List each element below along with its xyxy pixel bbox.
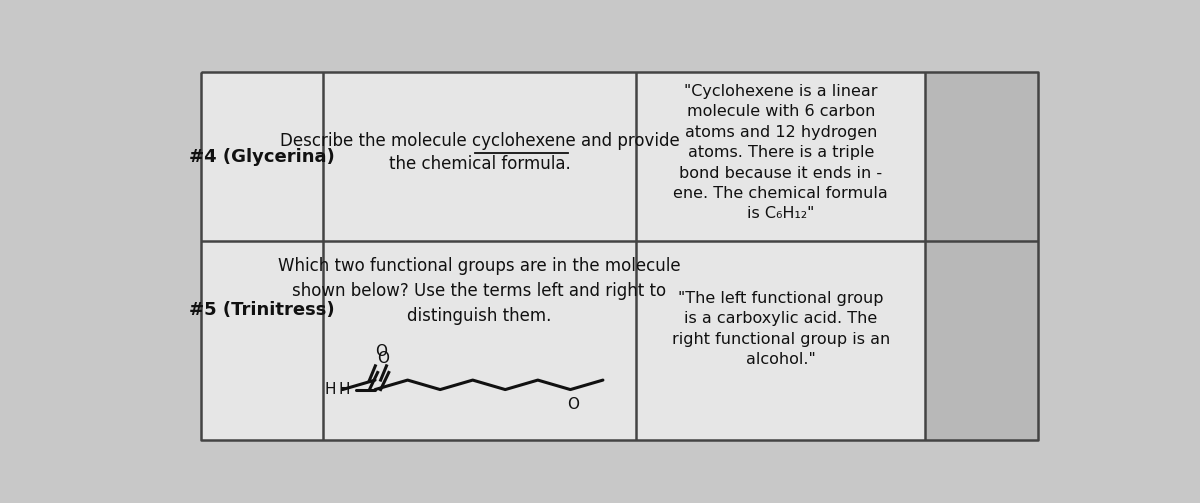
FancyBboxPatch shape (202, 241, 323, 440)
FancyBboxPatch shape (636, 72, 925, 241)
FancyBboxPatch shape (323, 241, 636, 440)
Text: Which two functional groups are in the molecule: Which two functional groups are in the m… (278, 257, 680, 275)
Text: distinguish them.: distinguish them. (407, 307, 552, 325)
FancyBboxPatch shape (925, 241, 1038, 440)
FancyBboxPatch shape (925, 72, 1038, 241)
Text: "Cyclohexene is a linear
molecule with 6 carbon
atoms and 12 hydrogen
atoms. The: "Cyclohexene is a linear molecule with 6… (673, 84, 888, 221)
Text: H: H (324, 382, 336, 397)
Text: O: O (377, 351, 389, 366)
Text: #5 (Trinitress): #5 (Trinitress) (190, 301, 335, 318)
Text: O: O (568, 396, 580, 411)
FancyBboxPatch shape (636, 241, 925, 440)
Text: the chemical formula.: the chemical formula. (389, 155, 570, 174)
Text: H: H (338, 382, 350, 397)
Text: shown below? Use the terms left and right to: shown below? Use the terms left and righ… (293, 282, 666, 300)
Text: Describe the molecule cyclohexene and provide: Describe the molecule cyclohexene and pr… (280, 132, 679, 150)
FancyBboxPatch shape (202, 72, 323, 241)
Text: "The left functional group
is a carboxylic acid. The
right functional group is a: "The left functional group is a carboxyl… (672, 291, 890, 367)
Text: O: O (374, 344, 386, 359)
Text: #4 (Glycerina): #4 (Glycerina) (188, 147, 335, 165)
FancyBboxPatch shape (323, 72, 636, 241)
